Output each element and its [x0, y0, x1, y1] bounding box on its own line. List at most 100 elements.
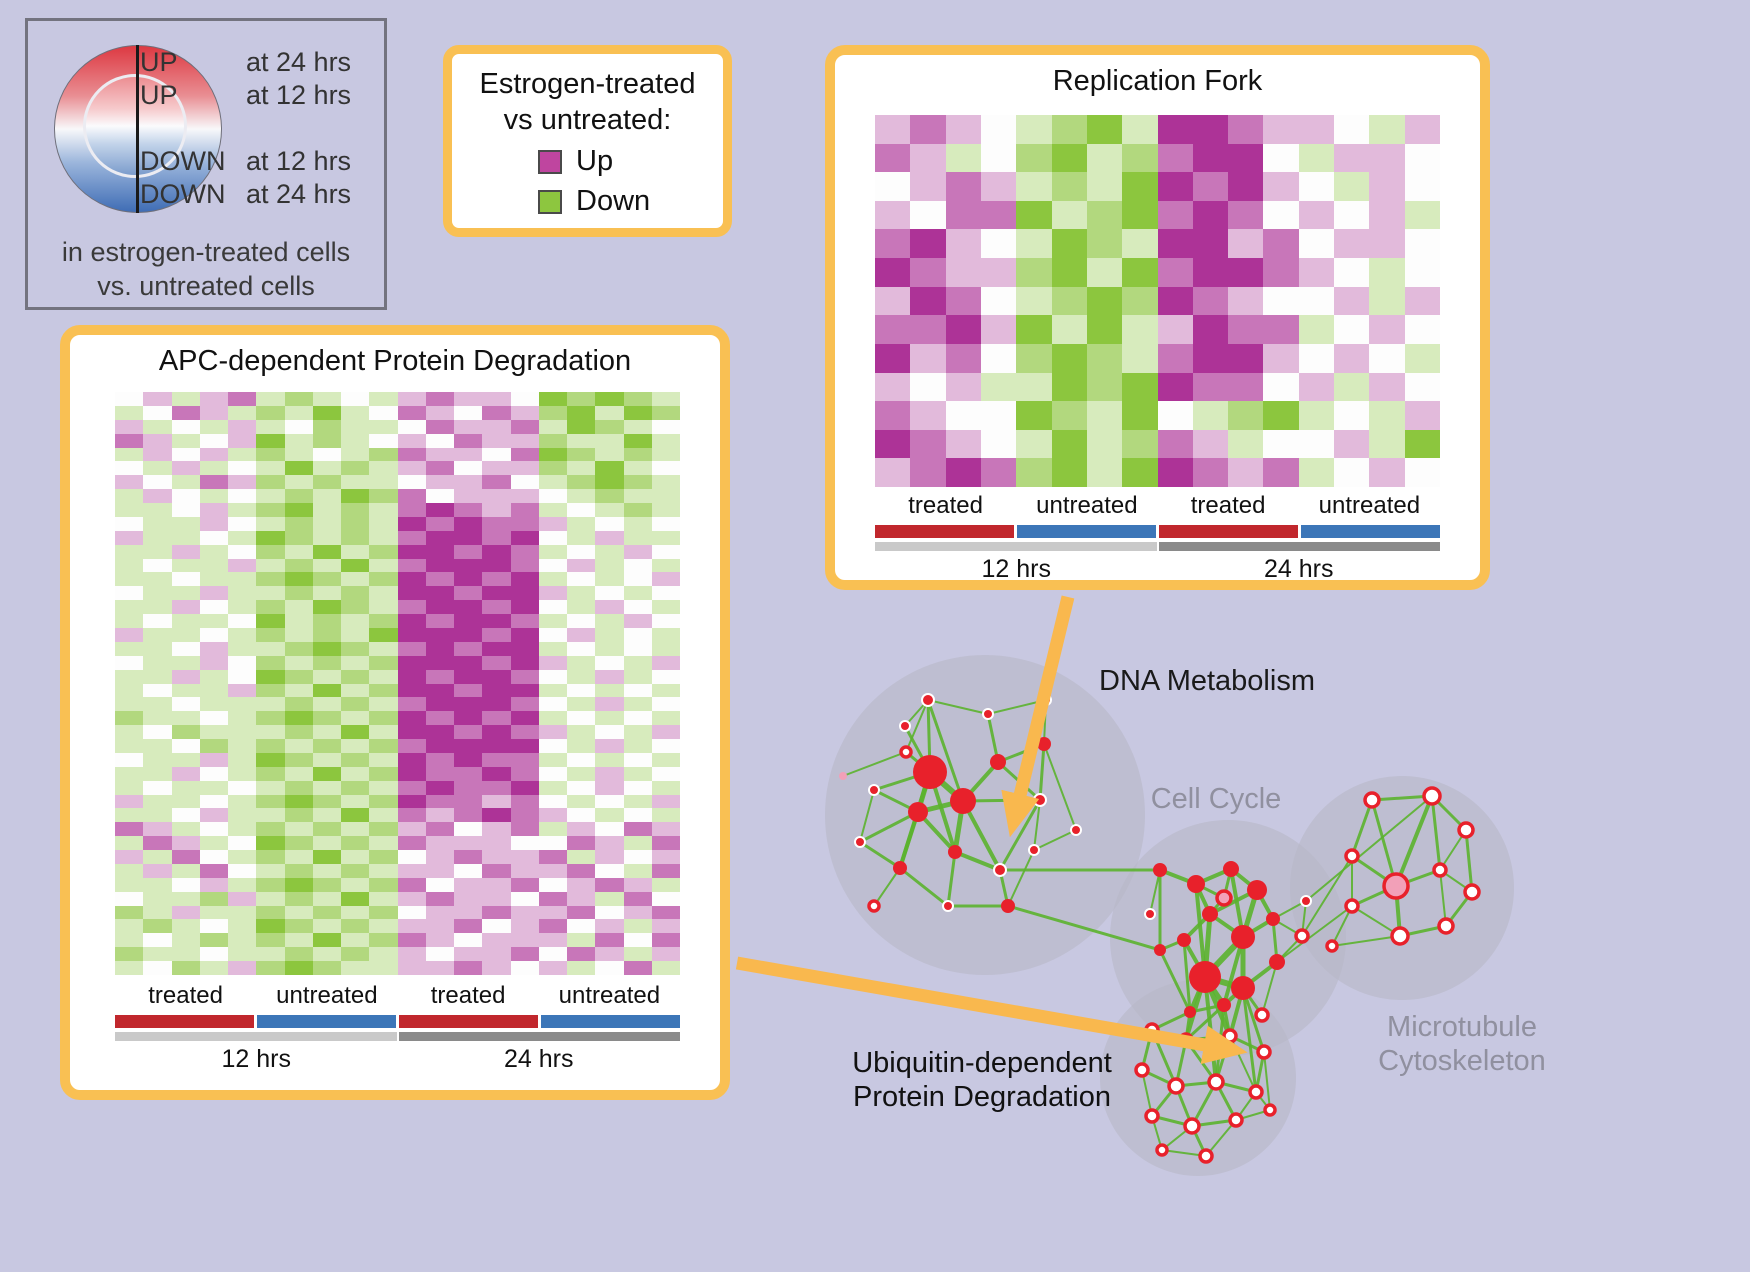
heatmap-cell: [256, 489, 285, 504]
network-edge: [1150, 1028, 1188, 1042]
heatmap-cell: [454, 447, 483, 462]
heatmap-cell: [623, 711, 652, 726]
heatmap-cell: [369, 947, 398, 962]
heatmap-cell: [312, 752, 341, 767]
heatmap-cell: [397, 503, 426, 517]
gene-node: [1198, 1148, 1214, 1164]
up-label: Up: [576, 145, 614, 177]
heatmap-cell: [1369, 229, 1405, 259]
heatmap-cell: [171, 808, 200, 823]
heatmap-cell: [623, 627, 652, 642]
heatmap-cell: [115, 461, 144, 476]
heatmap-cell: [567, 850, 596, 864]
group-label: treated: [148, 982, 223, 1009]
network-edge: [1161, 1149, 1207, 1157]
network-edge: [915, 769, 933, 815]
heatmap-cell: [567, 530, 596, 545]
gene-node: [899, 745, 913, 759]
heatmap-cell: [171, 863, 200, 878]
network-edge: [1305, 795, 1433, 902]
heatmap-cell: [425, 586, 454, 601]
heatmap-cell: [256, 752, 285, 767]
heatmap-cell: [875, 458, 911, 487]
heatmap-cell: [115, 850, 144, 864]
legend-word: UP: [140, 47, 178, 77]
heatmap-cell: [284, 794, 313, 809]
network-edge: [872, 788, 920, 814]
heatmap-cell: [115, 683, 144, 698]
gene-node: [868, 784, 880, 796]
heatmap-cell: [454, 850, 483, 864]
heatmap-cell: [945, 315, 981, 344]
network-edge: [1006, 904, 1162, 952]
heatmap-cell: [1404, 372, 1440, 402]
heatmap-cell: [567, 683, 596, 698]
treatment-bar-segment: [541, 1015, 680, 1028]
gene-node: [1155, 1143, 1169, 1157]
heatmap-cell: [1404, 286, 1440, 316]
heatmap-cell: [312, 669, 341, 684]
heatmap-cell: [1051, 429, 1087, 459]
heatmap-cell: [228, 461, 257, 476]
heatmap-cell: [369, 961, 398, 975]
heatmap-cell: [567, 489, 596, 504]
heatmap-cell: [341, 503, 370, 517]
heatmap-cell: [510, 516, 539, 531]
heatmap-cell: [312, 877, 341, 892]
heatmap-cell: [567, 752, 596, 767]
heatmap-cell: [651, 544, 680, 559]
heatmap-cell: [1122, 200, 1158, 230]
network-edge: [1350, 798, 1374, 858]
heatmap-cell: [284, 891, 313, 906]
heatmap-cell: [425, 392, 454, 406]
heatmap-cell: [538, 655, 567, 670]
heatmap-cell: [312, 572, 341, 587]
heatmap-cell: [284, 419, 313, 434]
heatmap-cell: [228, 433, 257, 448]
heatmap-cell: [312, 530, 341, 545]
heatmap-cell: [312, 586, 341, 601]
heatmap-cell: [256, 725, 285, 740]
heatmap-cell: [567, 961, 596, 975]
gene-node: [950, 788, 976, 814]
heatmap-cell: [623, 600, 652, 615]
heatmap-cell: [171, 711, 200, 726]
legend-word: UP: [140, 80, 178, 110]
heatmap-cell: [482, 739, 511, 753]
heatmap-cell: [1369, 429, 1405, 459]
heatmap-cell: [369, 627, 398, 642]
heatmap-cell: [341, 669, 370, 684]
heatmap-cell: [623, 489, 652, 504]
heatmap-cell: [945, 229, 981, 259]
heatmap-cell: [1404, 200, 1440, 230]
heatmap-cell: [199, 405, 228, 420]
gene-node: [1217, 998, 1231, 1012]
heatmap-cell: [482, 627, 511, 642]
heatmap-cell: [1228, 286, 1264, 316]
heatmap-cell: [1192, 229, 1229, 259]
heatmap-cell: [510, 780, 539, 795]
heatmap-cell: [454, 627, 483, 642]
heatmap-cell: [1051, 315, 1087, 344]
heatmap-cell: [425, 503, 454, 517]
heatmap-cell: [980, 172, 1017, 201]
network-edge: [1184, 1010, 1192, 1042]
heatmap-cell: [312, 503, 341, 517]
heatmap-cell: [567, 822, 596, 837]
heatmap-cell: [651, 780, 680, 795]
heatmap-cell: [454, 544, 483, 559]
time-color-bar: [115, 1032, 680, 1041]
heatmap-cell: [425, 447, 454, 462]
heatmap-cell: [538, 905, 567, 920]
gene-node: [1382, 872, 1410, 900]
heatmap-cell: [369, 780, 398, 795]
heatmap-cell: [595, 461, 624, 476]
heatmap-cell: [538, 725, 567, 740]
heatmap-cell: [171, 530, 200, 545]
down-label: Down: [576, 185, 651, 217]
heatmap-cell: [1086, 229, 1123, 259]
heatmap-cell: [256, 697, 285, 712]
heatmap-cell: [1192, 200, 1229, 230]
heatmap-cell: [1016, 172, 1052, 201]
heatmap-cell: [284, 530, 313, 545]
